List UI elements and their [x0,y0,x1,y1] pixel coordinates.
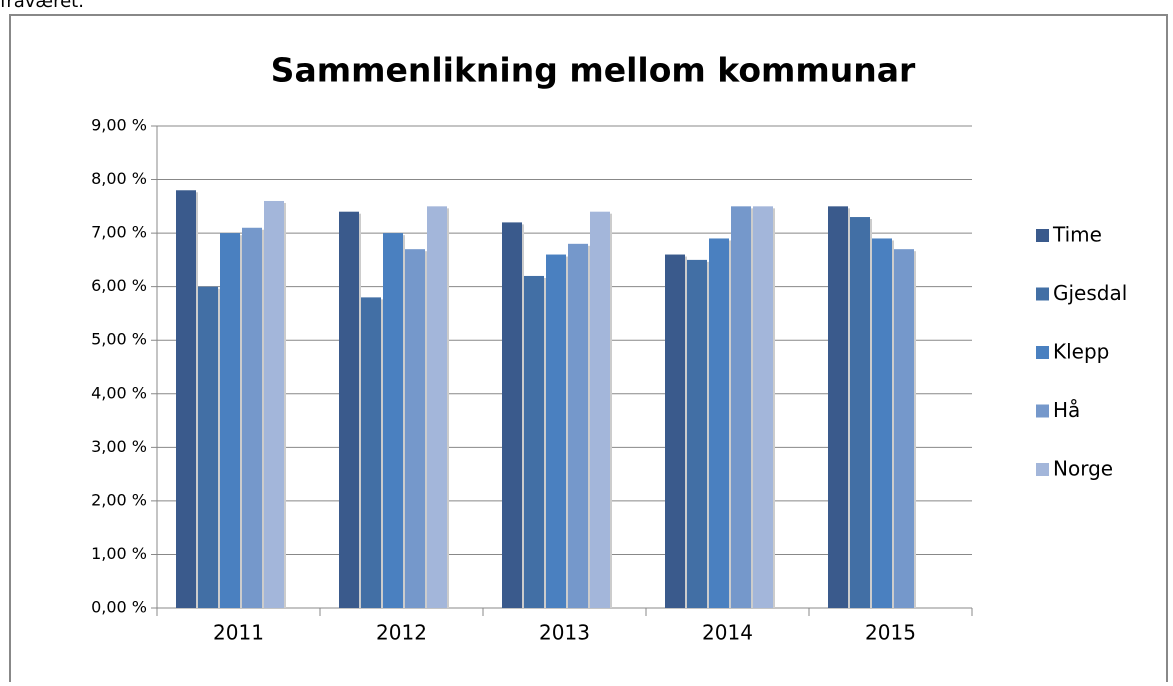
y-tick-label: 4,00 % [91,383,147,402]
y-tick-label: 7,00 % [91,223,147,242]
caption: fraværet. [0,0,84,12]
bar [590,211,610,608]
x-tick-label: 2015 [865,621,916,645]
legend-label: Klepp [1053,340,1109,364]
y-tick-label: 5,00 % [91,330,147,349]
y-tick-label: 9,00 % [91,116,147,135]
y-tick-label: 2,00 % [91,490,147,509]
bar [731,206,751,609]
x-tick-label: 2013 [539,621,590,645]
y-tick-label: 6,00 % [91,276,147,295]
legend-swatch [1036,404,1049,418]
y-tick-label: 3,00 % [91,437,147,456]
bar [546,254,566,609]
legend-label: Hå [1053,398,1080,422]
bar [568,243,588,609]
frame [9,14,1168,682]
legend-swatch [1036,229,1049,242]
bar [383,233,403,608]
bar [828,206,848,609]
x-tick-label: 2012 [376,621,427,645]
bar [198,286,218,608]
y-tick-label: 8,00 % [91,169,147,188]
bar [709,238,729,608]
bar [665,254,685,609]
x-tick-label: 2011 [213,621,264,645]
legend-label: Norge [1053,457,1113,481]
bar [850,217,870,609]
x-tick-label: 2014 [702,621,753,645]
bar [894,249,914,608]
legend-swatch [1036,463,1049,476]
bar [872,238,892,608]
bar [339,211,359,608]
y-tick-label: 1,00 % [91,544,147,563]
bar [753,206,773,609]
bar [361,297,381,608]
legend-label: Gjesdal [1053,281,1127,305]
bar [427,206,447,609]
bar [502,222,522,608]
bar [264,200,284,608]
bar [176,190,196,608]
bar [405,249,425,608]
y-tick-label: 0,00 % [91,598,147,617]
legend-swatch [1036,287,1049,301]
bar [524,275,544,608]
legend-label: Time [1052,223,1102,247]
chart-title: Sammenlikning mellom kommunar [271,51,916,90]
bar [220,233,240,608]
legend-swatch [1036,346,1049,359]
bar [687,259,707,608]
bar [242,227,262,608]
